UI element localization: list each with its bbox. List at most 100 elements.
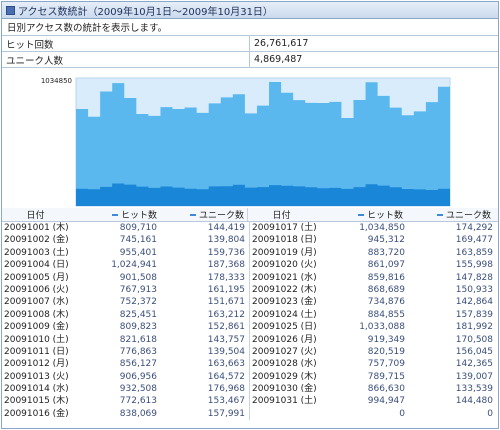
row-date: 20091005 (月) <box>4 272 69 283</box>
table-row: 20091030 (金) 866,630 133,539 <box>250 383 498 395</box>
row-unique: 157,839 <box>455 309 493 320</box>
row-date: 20091009 (金) <box>4 322 69 333</box>
row-unique: 139,804 <box>207 235 245 246</box>
hits-legend-dash <box>111 213 118 216</box>
header-date: 日付 <box>272 211 291 221</box>
row-date: 20091013 (火) <box>4 371 69 382</box>
row-unique: 163,859 <box>455 247 493 258</box>
row-unique: 155,998 <box>455 260 493 271</box>
table-row: 20091013 (火) 906,956 164,572 <box>2 371 249 383</box>
table-row: 20091024 (土) 884,855 157,839 <box>250 309 498 321</box>
table-row: 20091029 (木) 789,715 139,007 <box>250 371 498 383</box>
table-row: 20091015 (木) 772,613 153,467 <box>2 395 249 407</box>
row-date: 20091024 (土) <box>252 309 317 320</box>
row-date: 20091028 (水) <box>252 359 317 370</box>
row-hits: 901,508 <box>119 272 157 283</box>
row-unique: 144,480 <box>455 396 493 407</box>
row-hits: 884,855 <box>367 309 405 320</box>
row-unique: 143,757 <box>207 334 245 345</box>
row-unique: 159,736 <box>207 247 245 258</box>
row-hits: 856,127 <box>119 359 157 370</box>
row-unique: 150,933 <box>455 284 493 295</box>
row-hits: 809,823 <box>119 322 157 333</box>
row-date: 20091030 (金) <box>252 384 317 395</box>
daily-access-chart: 1034850Day123456789101112131415161718192… <box>2 68 498 222</box>
header-unique: ユニーク数 <box>406 208 494 221</box>
panel-description: 日別アクセス数の統計を表示します。 <box>2 19 498 36</box>
panel-title-bar: アクセス数統計（2009年10月1日〜2009年10月31日） <box>2 2 498 19</box>
row-hits: 789,715 <box>367 371 405 382</box>
table-header: 日付 ヒット数 ユニーク数 日付 ヒット数 ユニーク数 <box>2 208 498 222</box>
row-hits: 745,161 <box>119 235 157 246</box>
row-hits: 776,863 <box>119 346 157 357</box>
row-unique: 174,292 <box>455 223 493 233</box>
row-hits: 772,613 <box>119 396 157 407</box>
row-hits: 1,034,850 <box>359 223 405 233</box>
table-row: 20091003 (土) 955,401 159,736 <box>2 247 249 259</box>
row-unique: 142,864 <box>455 297 493 308</box>
row-hits: 809,710 <box>119 223 157 233</box>
row-date: 20091015 (木) <box>4 396 69 407</box>
row-date: 20091011 (日) <box>4 346 69 357</box>
table-row: 20091010 (土) 821,618 143,757 <box>2 334 249 346</box>
row-date: 20091008 (木) <box>4 309 69 320</box>
summary-stats: ヒット回数 26,761,617 ユニーク人数 4,869,487 <box>2 36 498 68</box>
row-unique: 139,504 <box>207 346 245 357</box>
y-max-label: 1034850 <box>41 77 72 85</box>
row-date: 20091006 (火) <box>4 284 69 295</box>
row-hits: 752,372 <box>119 297 157 308</box>
row-hits: 859,816 <box>367 272 405 283</box>
unique-legend-dash <box>189 213 196 216</box>
table-row: 20091007 (水) 752,372 151,671 <box>2 296 249 308</box>
row-hits: 757,709 <box>367 359 405 370</box>
row-hits: 821,618 <box>119 334 157 345</box>
daily-table: 日付 ヒット数 ユニーク数 日付 ヒット数 ユニーク数 20091001 (木)… <box>2 208 498 421</box>
row-date: 20091026 (月) <box>252 334 317 345</box>
unique-legend-dash <box>436 213 443 216</box>
row-date: 20091014 (水) <box>4 384 69 395</box>
table-row: 20091019 (月) 883,720 163,859 <box>250 247 498 259</box>
row-date: 20091021 (水) <box>252 272 317 283</box>
row-hits: 883,720 <box>367 247 405 258</box>
table-row: 20091021 (水) 859,816 147,828 <box>250 272 498 284</box>
row-date: 20091003 (土) <box>4 247 69 258</box>
table-row: 20091018 (日) 945,312 169,477 <box>250 234 498 246</box>
row-hits: 838,069 <box>119 408 157 419</box>
table-column-left: 20091001 (木) 809,710 144,419 20091002 (金) 74… <box>2 222 250 421</box>
row-hits: 861,097 <box>367 260 405 271</box>
row-unique: 156,045 <box>455 346 493 357</box>
table-row: 20091005 (月) 901,508 178,333 <box>2 272 249 284</box>
row-hits: 767,913 <box>119 284 157 295</box>
row-hits: 906,956 <box>119 371 157 382</box>
row-unique: 0 <box>487 408 493 419</box>
header-hits: ヒット数 <box>72 208 160 221</box>
row-unique: 170,508 <box>455 334 493 345</box>
table-row: 20091020 (火) 861,097 155,998 <box>250 259 498 271</box>
stat-value: 26,761,617 <box>254 38 309 49</box>
row-date <box>250 408 320 420</box>
row-hits: 945,312 <box>367 235 405 246</box>
stat-label: ユニーク人数 <box>2 52 250 67</box>
row-unique: 187,368 <box>207 260 245 271</box>
header-unique-label: ユニーク数 <box>198 211 244 221</box>
stat-row-hits: ヒット回数 26,761,617 <box>2 36 498 52</box>
row-date: 20091027 (火) <box>252 346 317 357</box>
row-hits: 734,876 <box>367 297 405 308</box>
row-date: 20091020 (火) <box>252 260 317 271</box>
row-unique: 142,365 <box>455 359 493 370</box>
row-date: 20091025 (日) <box>252 322 317 333</box>
row-hits: 868,689 <box>367 284 405 295</box>
table-row: 20091006 (火) 767,913 161,195 <box>2 284 249 296</box>
row-hits: 866,630 <box>367 384 405 395</box>
table-row: 20091027 (火) 820,519 156,045 <box>250 346 498 358</box>
chart-svg: 1034850Day123456789101112131415161718192… <box>41 77 451 221</box>
row-unique: 151,671 <box>207 297 245 308</box>
hits-legend-dash <box>357 213 364 216</box>
hits-area <box>76 82 450 206</box>
header-unique: ユニーク数 <box>160 208 248 221</box>
header-hits-label: ヒット数 <box>120 211 157 221</box>
row-date: 20091022 (木) <box>252 284 317 295</box>
stat-row-unique: ユニーク人数 4,869,487 <box>2 52 498 68</box>
table-row: 20091012 (月) 856,127 163,663 <box>2 358 249 370</box>
table-row: 20091025 (日) 1,033,088 181,992 <box>250 321 498 333</box>
